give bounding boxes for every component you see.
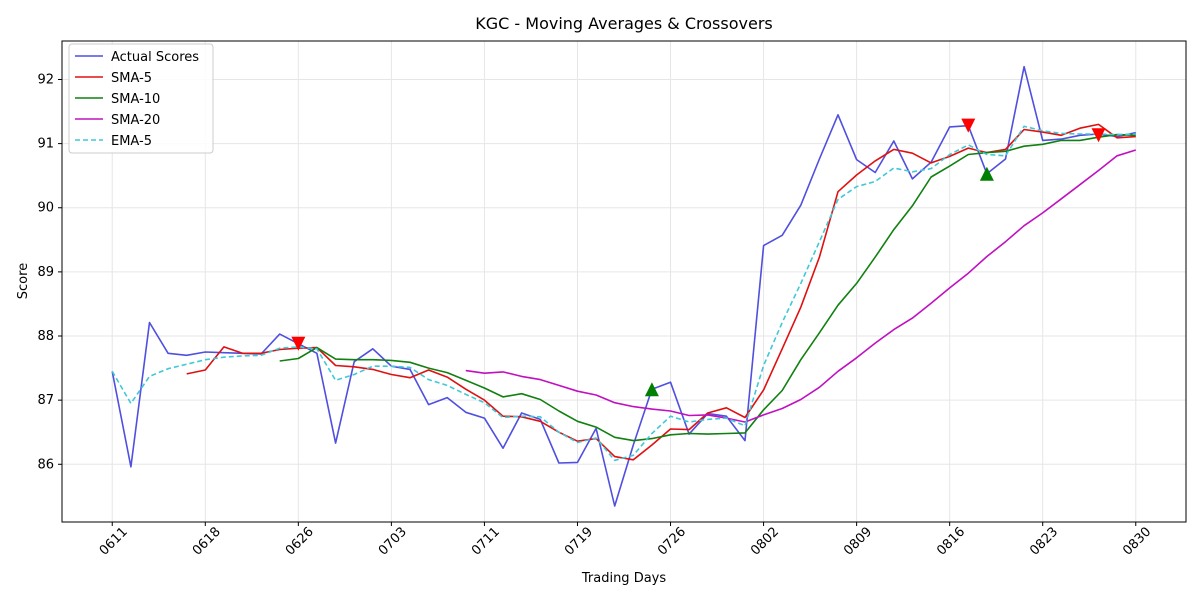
- legend-label: SMA-20: [111, 113, 160, 128]
- x-axis-label: Trading Days: [581, 571, 666, 586]
- chart-title: KGC - Moving Averages & Crossovers: [475, 14, 772, 33]
- y-tick-label: 89: [37, 265, 54, 280]
- y-tick-label: 86: [37, 457, 54, 472]
- legend-label: SMA-5: [111, 71, 152, 86]
- legend-label: Actual Scores: [111, 50, 199, 65]
- plot-frame: [61, 40, 1187, 523]
- legend-label: SMA-10: [111, 92, 160, 107]
- crossover-markers: [291, 118, 1106, 397]
- y-tick-label: 90: [37, 201, 54, 216]
- buy-signal-marker: [979, 166, 994, 181]
- sell-signal-marker: [1091, 128, 1106, 143]
- y-axis-label: Score: [16, 263, 31, 299]
- legend-label: EMA-5: [111, 134, 152, 149]
- y-tick-label: 92: [37, 72, 54, 87]
- series-line-sma-20: [465, 149, 1137, 423]
- series-line-sma-10: [279, 133, 1136, 442]
- sell-signal-marker: [961, 118, 976, 133]
- y-tick-label: 87: [37, 393, 54, 408]
- legend-box: [68, 43, 214, 154]
- buy-signal-marker: [644, 382, 659, 397]
- series-line-ema-5: [111, 125, 1136, 462]
- sell-signal-marker: [291, 336, 306, 351]
- legend: Actual Scores SMA-5 SMA-10 SMA-20 EMA-5: [68, 43, 214, 154]
- y-tick-label: 91: [37, 137, 54, 152]
- y-tick-label: 88: [37, 329, 54, 344]
